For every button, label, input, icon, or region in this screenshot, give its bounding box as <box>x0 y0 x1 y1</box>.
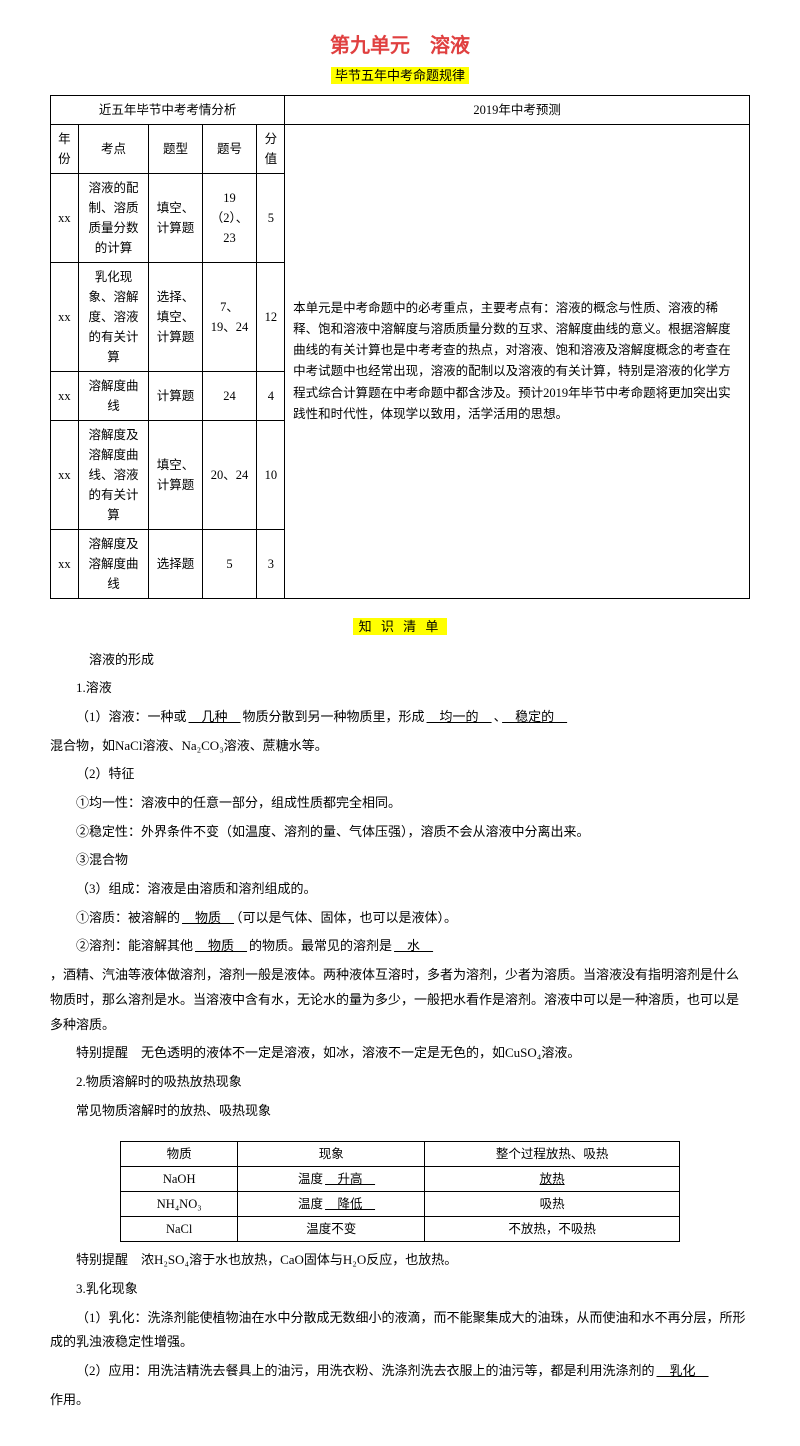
subtitle: 毕节五年中考命题规律 <box>331 67 469 84</box>
tip-2: 特别提醒 浓H₂SO₄溶于水也放热，CaO固体与H₂O反应，也放热。 <box>50 1248 750 1273</box>
col-score: 分值 <box>257 124 285 173</box>
col-num: 题号 <box>202 124 257 173</box>
emulsify-app: （2）应用：用洗洁精洗去餐具上的油污，用洗衣粉、洗涤剂洗去衣服上的油污等，都是利… <box>50 1359 750 1384</box>
header-right: 2019年中考预测 <box>285 95 750 124</box>
subtitle-wrap: 毕节五年中考命题规律 <box>50 66 750 87</box>
feature-2: ②稳定性：外界条件不变（如温度、溶剂的量、气体压强），溶质不会从溶液中分离出来。 <box>50 820 750 845</box>
blank-5: 物质 <box>193 938 249 953</box>
blank-4: 物质 <box>180 910 236 925</box>
heading-2b: 常见物质溶解时的放热、吸热现象 <box>50 1099 750 1124</box>
heading-1: 1.溶液 <box>50 676 750 701</box>
solvent-line: ②溶剂：能溶解其他 物质 的物质。最常见的溶剂是 水 <box>50 934 750 959</box>
col-point: 考点 <box>78 124 149 173</box>
col-type: 题型 <box>149 124 202 173</box>
ph-row: NaCl 温度不变 不放热，不吸热 <box>121 1217 680 1242</box>
main-title: 第九单元 溶液 <box>50 30 750 62</box>
heading-2: 2.物质溶解时的吸热放热现象 <box>50 1070 750 1095</box>
emulsify-def: （1）乳化：洗涤剂能使植物油在水中分散成无数细小的液滴，而不能聚集成大的油珠，从… <box>50 1306 750 1355</box>
feature-3: ③混合物 <box>50 848 750 873</box>
heading-formation: 溶液的形成 <box>50 648 750 673</box>
heading-3: 3.乳化现象 <box>50 1277 750 1302</box>
blank-1: 几种 <box>187 709 243 724</box>
analysis-table: 近五年毕节中考考情分析 2019年中考预测 年份 考点 题型 题号 分值 本单元… <box>50 95 750 599</box>
blank-6: 水 <box>392 938 435 953</box>
header-left: 近五年毕节中考考情分析 <box>51 95 285 124</box>
blank-2: 均一的 <box>425 709 494 724</box>
def-line-2: 混合物，如NaCl溶液、Na₂CO₃溶液、蔗糖水等。 <box>50 734 750 759</box>
feature-heading: （2）特征 <box>50 762 750 787</box>
section-heading: 知 识 清 单 <box>353 618 448 635</box>
prediction-cell: 本单元是中考命题中的必考重点，主要考点有：溶液的概念与性质、溶液的稀释、饱和溶液… <box>285 124 750 598</box>
solute-line: ①溶质：被溶解的 物质 （可以是气体、固体，也可以是液体）。 <box>50 906 750 931</box>
composition: （3）组成：溶液是由溶质和溶剂组成的。 <box>50 877 750 902</box>
ph-row: NaOH 温度 升高 放热 <box>121 1167 680 1192</box>
phenom-table: 物质 现象 整个过程放热、吸热 NaOH 温度 升高 放热 NH₄NO₃ 温度 … <box>120 1141 680 1242</box>
tip-1: 特别提醒 无色透明的液体不一定是溶液，如冰，溶液不一定是无色的，如CuSO₄溶液… <box>50 1041 750 1066</box>
col-year: 年份 <box>51 124 79 173</box>
def-line: （1）溶液：一种或 几种 物质分散到另一种物质里，形成 均一的 、 稳定的 <box>50 705 750 730</box>
blank-7: 乳化 <box>655 1363 711 1378</box>
solvent-tail: ，酒精、汽油等液体做溶剂，溶剂一般是液体。两种液体互溶时，多者为溶剂，少者为溶质… <box>50 963 750 1037</box>
ph-col-3: 整个过程放热、吸热 <box>425 1142 680 1167</box>
ph-row: NH₄NO₃ 温度 降低 吸热 <box>121 1192 680 1217</box>
blank-3: 稳定的 <box>500 709 569 724</box>
ph-col-1: 物质 <box>121 1142 238 1167</box>
feature-1: ①均一性：溶液中的任意一部分，组成性质都完全相同。 <box>50 791 750 816</box>
emulsify-app-tail: 作用。 <box>50 1388 750 1413</box>
ph-col-2: 现象 <box>238 1142 425 1167</box>
section-heading-wrap: 知 识 清 单 <box>50 617 750 638</box>
